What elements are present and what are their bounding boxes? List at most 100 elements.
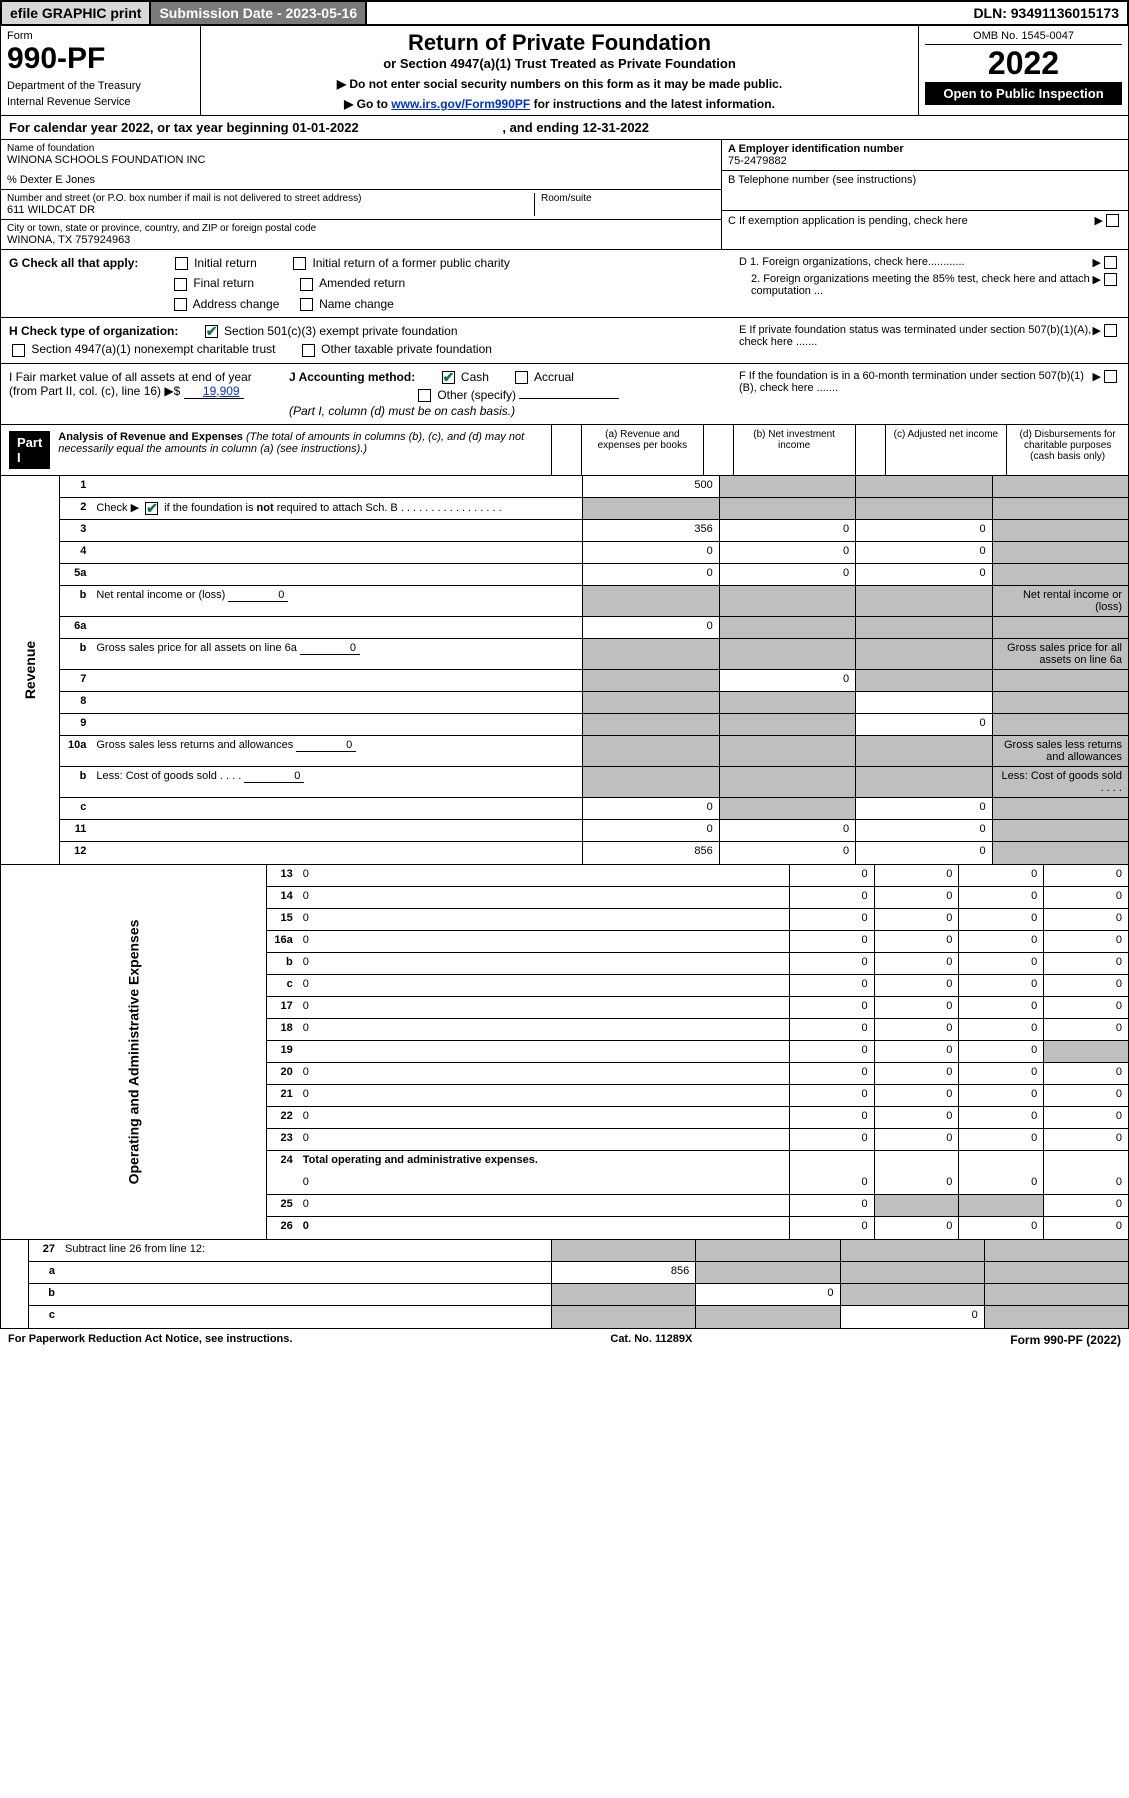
table-row: bNet rental income or (loss) 0Net rental…: [60, 586, 1128, 617]
ssn-note: ▶ Do not enter social security numbers o…: [207, 77, 912, 91]
cell-c: 0: [958, 975, 1043, 996]
4947a1-checkbox[interactable]: [12, 344, 25, 357]
cell-c: 0: [958, 1041, 1043, 1062]
cell-a: 356: [582, 520, 718, 541]
cell-b: 0: [874, 1041, 959, 1062]
cell-d: 0: [1043, 1019, 1128, 1040]
f-checkbox[interactable]: [1104, 370, 1117, 383]
cell-a: 0: [789, 997, 874, 1018]
line-description: 0: [299, 1085, 789, 1106]
amended-return-checkbox[interactable]: [300, 278, 313, 291]
j-label: J Accounting method:: [289, 370, 415, 384]
cell-b: 0: [874, 1063, 959, 1084]
cell-d: 0: [1043, 997, 1128, 1018]
initial-return-checkbox[interactable]: [175, 257, 188, 270]
line-description: 0: [299, 975, 789, 996]
cell-d: [992, 820, 1128, 841]
part1-badge: Part I: [9, 431, 50, 469]
cell-c: [855, 736, 991, 766]
ein-value: 75-2479882: [728, 155, 1122, 167]
table-row: 5a000: [60, 564, 1128, 586]
d2-checkbox[interactable]: [1104, 273, 1117, 286]
cell-b: 0: [874, 1085, 959, 1106]
part1-header-row: Part I Analysis of Revenue and Expenses …: [0, 425, 1129, 476]
name-change-checkbox[interactable]: [300, 298, 313, 311]
cell-c: 0: [855, 564, 991, 585]
cell-d: 0: [1043, 1173, 1128, 1194]
cell-d: 0: [1043, 1217, 1128, 1239]
line-description: [92, 542, 582, 563]
final-return-checkbox[interactable]: [174, 278, 187, 291]
paperwork-notice: For Paperwork Reduction Act Notice, see …: [8, 1333, 292, 1347]
line-description: 0: [299, 953, 789, 974]
table-row: 335600: [60, 520, 1128, 542]
e-checkbox[interactable]: [1104, 324, 1117, 337]
table-row: 1285600: [60, 842, 1128, 864]
table-row: 2200000: [267, 1107, 1128, 1129]
line-number: c: [267, 975, 299, 996]
cell-c: 0: [958, 931, 1043, 952]
line-number: 1: [60, 476, 92, 497]
initial-former-checkbox[interactable]: [293, 257, 306, 270]
line-number: 19: [267, 1041, 299, 1062]
cell-c: 0: [958, 1019, 1043, 1040]
room-label: Room/suite: [541, 193, 715, 204]
j-note: (Part I, column (d) must be on cash basi…: [289, 404, 729, 418]
cash-checkbox[interactable]: [442, 371, 455, 384]
form990pf-link[interactable]: www.irs.gov/Form990PF: [391, 97, 530, 111]
cell-c: [958, 1195, 1043, 1216]
line-number: 15: [267, 909, 299, 930]
cell-a: 0: [582, 564, 718, 585]
501c3-checkbox[interactable]: [205, 325, 218, 338]
line-number: c: [60, 798, 92, 819]
d1-checkbox[interactable]: [1104, 256, 1117, 269]
other-method-checkbox[interactable]: [418, 389, 431, 402]
line-number: 27: [29, 1240, 61, 1261]
cell-a: 0: [789, 887, 874, 908]
line-number: 25: [267, 1195, 299, 1216]
name-label: Name of foundation: [7, 143, 715, 154]
cell-b: 0: [719, 670, 855, 691]
efile-print-button[interactable]: efile GRAPHIC print: [2, 2, 151, 24]
accrual-checkbox[interactable]: [515, 371, 528, 384]
arrow-icon: ▶: [1095, 214, 1103, 227]
cell-b: 0: [695, 1284, 839, 1305]
cell-d: Gross sales price for all assets on line…: [992, 639, 1128, 669]
cell-c: 0: [958, 1063, 1043, 1084]
line-description: 0: [299, 1195, 789, 1216]
omb-number: OMB No. 1545-0047: [925, 30, 1122, 45]
cell-b: 0: [874, 1019, 959, 1040]
other-taxable-checkbox[interactable]: [302, 344, 315, 357]
calendar-year-row: For calendar year 2022, or tax year begi…: [0, 116, 1129, 140]
cell-b: 0: [874, 1129, 959, 1150]
cell-c: 0: [958, 1129, 1043, 1150]
cell-b: 0: [874, 931, 959, 952]
irs-label: Internal Revenue Service: [7, 96, 194, 108]
cell-b: 0: [874, 1217, 959, 1239]
cell-a: 0: [789, 1129, 874, 1150]
table-row: 2600000: [267, 1217, 1128, 1239]
cell-d: Less: Cost of goods sold . . . .: [992, 767, 1128, 797]
revenue-side-label: Revenue: [1, 476, 60, 864]
cell-b: [874, 1195, 959, 1216]
cell-b: [719, 586, 855, 616]
line-number: c: [29, 1306, 61, 1328]
form-number: 990-PF: [7, 42, 194, 76]
open-to-public: Open to Public Inspection: [925, 82, 1122, 105]
fmv-value[interactable]: 19,909: [184, 384, 244, 399]
cell-a: 0: [789, 1019, 874, 1040]
table-row: 10aGross sales less returns and allowanc…: [60, 736, 1128, 767]
cell-d: 0: [1043, 1129, 1128, 1150]
line-number: 10a: [60, 736, 92, 766]
table-row: 2Check ▶ if the foundation is not requir…: [60, 498, 1128, 520]
address-change-checkbox[interactable]: [174, 298, 187, 311]
line-number: 5a: [60, 564, 92, 585]
form-word: Form: [7, 30, 194, 42]
cell-a: [582, 714, 718, 735]
line-number: [267, 1173, 299, 1194]
cell-a: [551, 1284, 695, 1305]
schb-checkbox[interactable]: [145, 502, 158, 515]
cell-c: 0: [958, 1085, 1043, 1106]
c-checkbox[interactable]: [1106, 214, 1119, 227]
col-a-header: (a) Revenue and expenses per books: [581, 425, 703, 475]
